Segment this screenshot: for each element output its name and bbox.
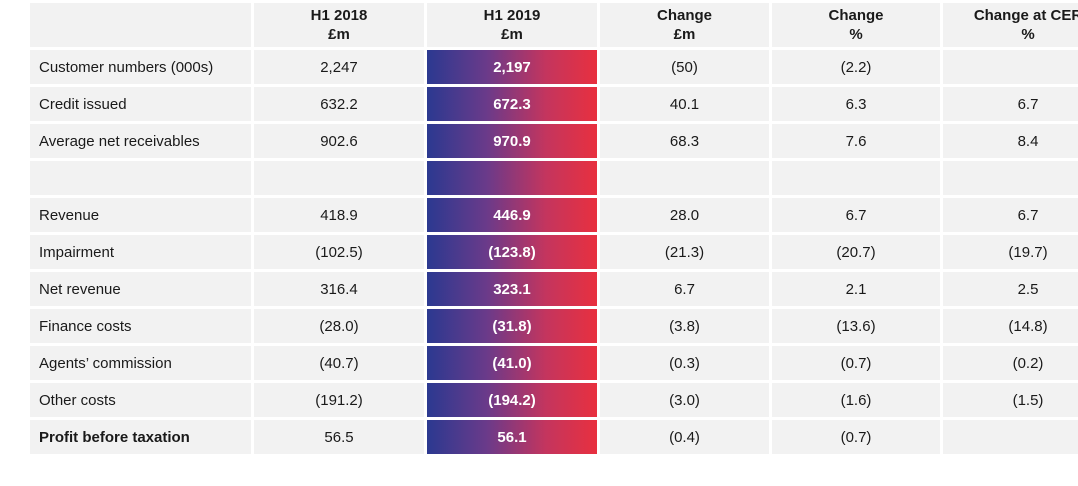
cell-change-cer: 8.4 <box>943 124 1078 158</box>
row-label: Credit issued <box>30 87 251 121</box>
header-change-pct-title: Change <box>828 7 884 24</box>
cell-change-pct: 6.7 <box>772 198 940 232</box>
header-change-cer-unit: % <box>1021 26 1035 43</box>
header-h1-2018-title: H1 2018 <box>310 7 368 24</box>
cell-change-m: (3.8) <box>600 309 769 343</box>
cell-change-cer <box>943 161 1078 195</box>
cell-h1-2018: 2,247 <box>254 50 424 84</box>
cell-change-pct: (1.6) <box>772 383 940 417</box>
cell-h1-2019 <box>427 161 597 195</box>
cell-h1-2018: 632.2 <box>254 87 424 121</box>
header-change-m-unit: £m <box>673 26 696 43</box>
cell-change-cer: (14.8) <box>943 309 1078 343</box>
cell-change-m: 28.0 <box>600 198 769 232</box>
cell-change-m: 68.3 <box>600 124 769 158</box>
header-h1-2018-unit: £m <box>328 26 350 43</box>
cell-h1-2019: 672.3 <box>427 87 597 121</box>
row-label: Net revenue <box>30 272 251 306</box>
cell-change-pct: (13.6) <box>772 309 940 343</box>
row-label: Revenue <box>30 198 251 232</box>
cell-change-m: (0.3) <box>600 346 769 380</box>
row-label: Finance costs <box>30 309 251 343</box>
header-h1-2019: H1 2019 £m <box>427 3 597 47</box>
cell-h1-2019: 2,197 <box>427 50 597 84</box>
cell-h1-2018: 902.6 <box>254 124 424 158</box>
row-label: Customer numbers (000s) <box>30 50 251 84</box>
row-label: Impairment <box>30 235 251 269</box>
header-change-m-title: Change <box>656 7 712 24</box>
cell-change-m <box>600 161 769 195</box>
row-label: Profit before taxation <box>30 420 251 454</box>
cell-h1-2019: (31.8) <box>427 309 597 343</box>
cell-change-m: 6.7 <box>600 272 769 306</box>
cell-h1-2018 <box>254 161 424 195</box>
cell-h1-2019: (194.2) <box>427 383 597 417</box>
cell-change-pct: 2.1 <box>772 272 940 306</box>
row-label: Agents’ commission <box>30 346 251 380</box>
cell-h1-2019: 446.9 <box>427 198 597 232</box>
cell-h1-2018: (40.7) <box>254 346 424 380</box>
cell-h1-2019: (123.8) <box>427 235 597 269</box>
cell-change-m: (0.4) <box>600 420 769 454</box>
cell-h1-2019: 970.9 <box>427 124 597 158</box>
cell-h1-2018: (102.5) <box>254 235 424 269</box>
cell-change-cer: 2.5 <box>943 272 1078 306</box>
header-h1-2019-unit: £m <box>501 26 523 43</box>
cell-change-pct: 6.3 <box>772 87 940 121</box>
financial-table: H1 2018 £m H1 2019 £m Change £m Change %… <box>30 3 1078 454</box>
row-label: Average net receivables <box>30 124 251 158</box>
cell-h1-2018: (191.2) <box>254 383 424 417</box>
cell-change-cer: (19.7) <box>943 235 1078 269</box>
header-change-pct-unit: % <box>849 26 863 43</box>
header-change-pct: Change % <box>772 3 940 47</box>
cell-change-cer: 6.7 <box>943 87 1078 121</box>
cell-change-cer <box>943 420 1078 454</box>
header-empty <box>30 3 251 47</box>
header-h1-2018: H1 2018 £m <box>254 3 424 47</box>
cell-change-pct: 7.6 <box>772 124 940 158</box>
cell-h1-2018: (28.0) <box>254 309 424 343</box>
cell-h1-2019: (41.0) <box>427 346 597 380</box>
cell-change-m: (21.3) <box>600 235 769 269</box>
cell-h1-2018: 56.5 <box>254 420 424 454</box>
cell-h1-2019: 56.1 <box>427 420 597 454</box>
header-change-cer-title: Change at CER <box>973 7 1078 24</box>
header-change-m: Change £m <box>600 3 769 47</box>
cell-change-cer: (1.5) <box>943 383 1078 417</box>
cell-h1-2018: 418.9 <box>254 198 424 232</box>
cell-change-cer: 6.7 <box>943 198 1078 232</box>
cell-h1-2019: 323.1 <box>427 272 597 306</box>
header-change-cer: Change at CER % <box>943 3 1078 47</box>
header-h1-2019-title: H1 2019 <box>483 7 541 24</box>
cell-change-m: (3.0) <box>600 383 769 417</box>
cell-change-pct <box>772 161 940 195</box>
cell-change-m: 40.1 <box>600 87 769 121</box>
row-label: Other costs <box>30 383 251 417</box>
cell-h1-2018: 316.4 <box>254 272 424 306</box>
cell-change-m: (50) <box>600 50 769 84</box>
cell-change-pct: (20.7) <box>772 235 940 269</box>
cell-change-pct: (0.7) <box>772 346 940 380</box>
cell-change-cer: (0.2) <box>943 346 1078 380</box>
cell-change-pct: (2.2) <box>772 50 940 84</box>
cell-change-pct: (0.7) <box>772 420 940 454</box>
row-label <box>30 161 251 195</box>
cell-change-cer <box>943 50 1078 84</box>
